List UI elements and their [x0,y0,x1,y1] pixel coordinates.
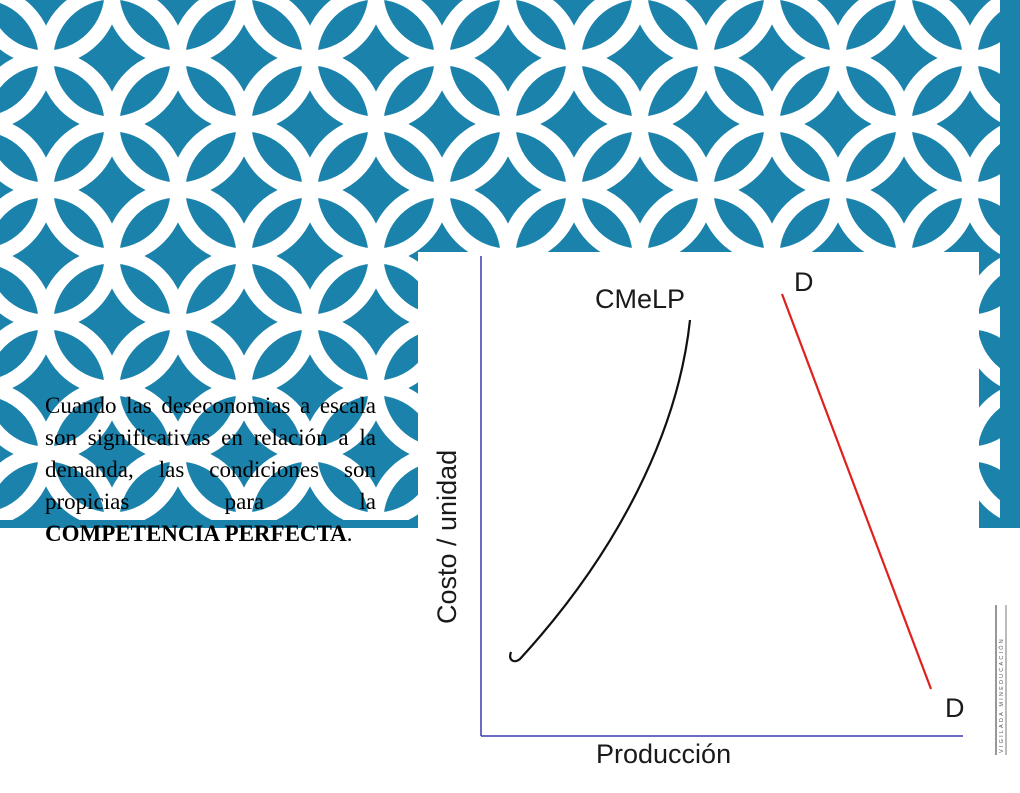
cost-diagram-svg: CMeLP D D Producción Costo / unidad [432,256,965,769]
cost-diagram: CMeLP D D Producción Costo / unidad [418,252,979,774]
y-axis-label: Costo / unidad [432,450,462,624]
body-text-plain: Cuando las deseconomias a escala son sig… [45,393,376,514]
watermark-text: VIGILADA MINEDUCACIÓN [998,637,1005,753]
demand-label-bottom: D [945,693,965,723]
cmelp-label: CMeLP [595,284,685,314]
slide-body-text: Cuando las deseconomias a escala son sig… [45,390,376,550]
x-axis-label: Producción [596,739,731,769]
demand-line [780,293,933,690]
body-text-bold: COMPETENCIA PERFECTA [45,521,347,546]
vigilada-watermark: VIGILADA MINEDUCACIÓN [995,605,1007,755]
watermark-svg: VIGILADA MINEDUCACIÓN [995,605,1007,755]
cmelp-curve [509,319,692,663]
demand-label-top: D [794,267,814,297]
body-text-end: . [346,521,353,546]
